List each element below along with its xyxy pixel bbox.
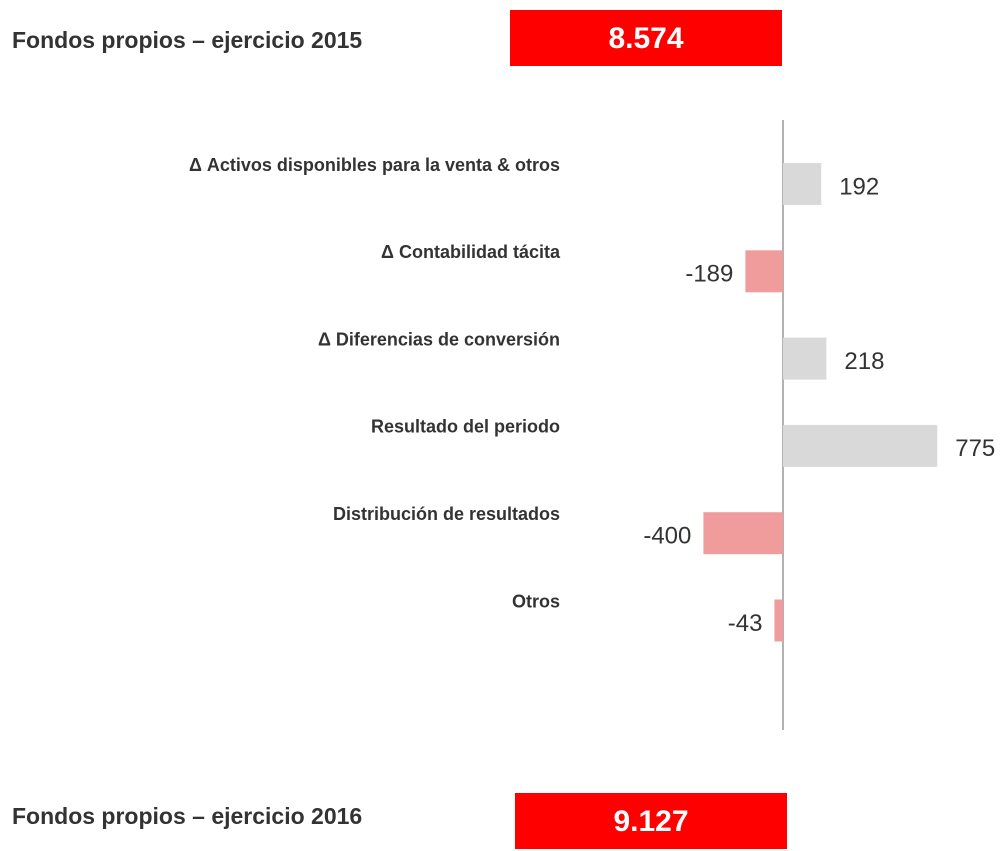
category-label: Distribución de resultados [333, 504, 560, 524]
category-label: Δ Contabilidad tácita [381, 242, 561, 262]
category-label: Δ Activos disponibles para la venta & ot… [189, 155, 560, 175]
opening-box [510, 10, 782, 66]
value-label: 192 [839, 173, 879, 200]
bar [745, 250, 783, 293]
closing-label: Fondos propios – ejercicio 2016 [12, 803, 362, 829]
category-label: Δ Diferencias de conversión [318, 329, 560, 349]
bar [774, 599, 783, 642]
opening-value: 8.574 [608, 22, 683, 55]
value-label: -400 [643, 523, 691, 550]
bar [783, 424, 938, 467]
closing-box [515, 793, 787, 849]
closing-value: 9.127 [613, 805, 688, 838]
opening-label: Fondos propios – ejercicio 2015 [12, 27, 362, 53]
value-label: 218 [844, 348, 884, 375]
category-label: Otros [512, 591, 560, 611]
category-label: Resultado del periodo [371, 417, 560, 437]
bar [703, 512, 783, 555]
value-label: 775 [955, 435, 995, 462]
value-label: -43 [728, 610, 763, 637]
value-label: -189 [685, 261, 733, 288]
bar [783, 163, 822, 205]
bar [783, 337, 827, 380]
